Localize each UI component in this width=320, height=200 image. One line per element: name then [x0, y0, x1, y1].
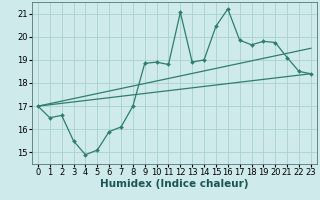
X-axis label: Humidex (Indice chaleur): Humidex (Indice chaleur): [100, 179, 249, 189]
